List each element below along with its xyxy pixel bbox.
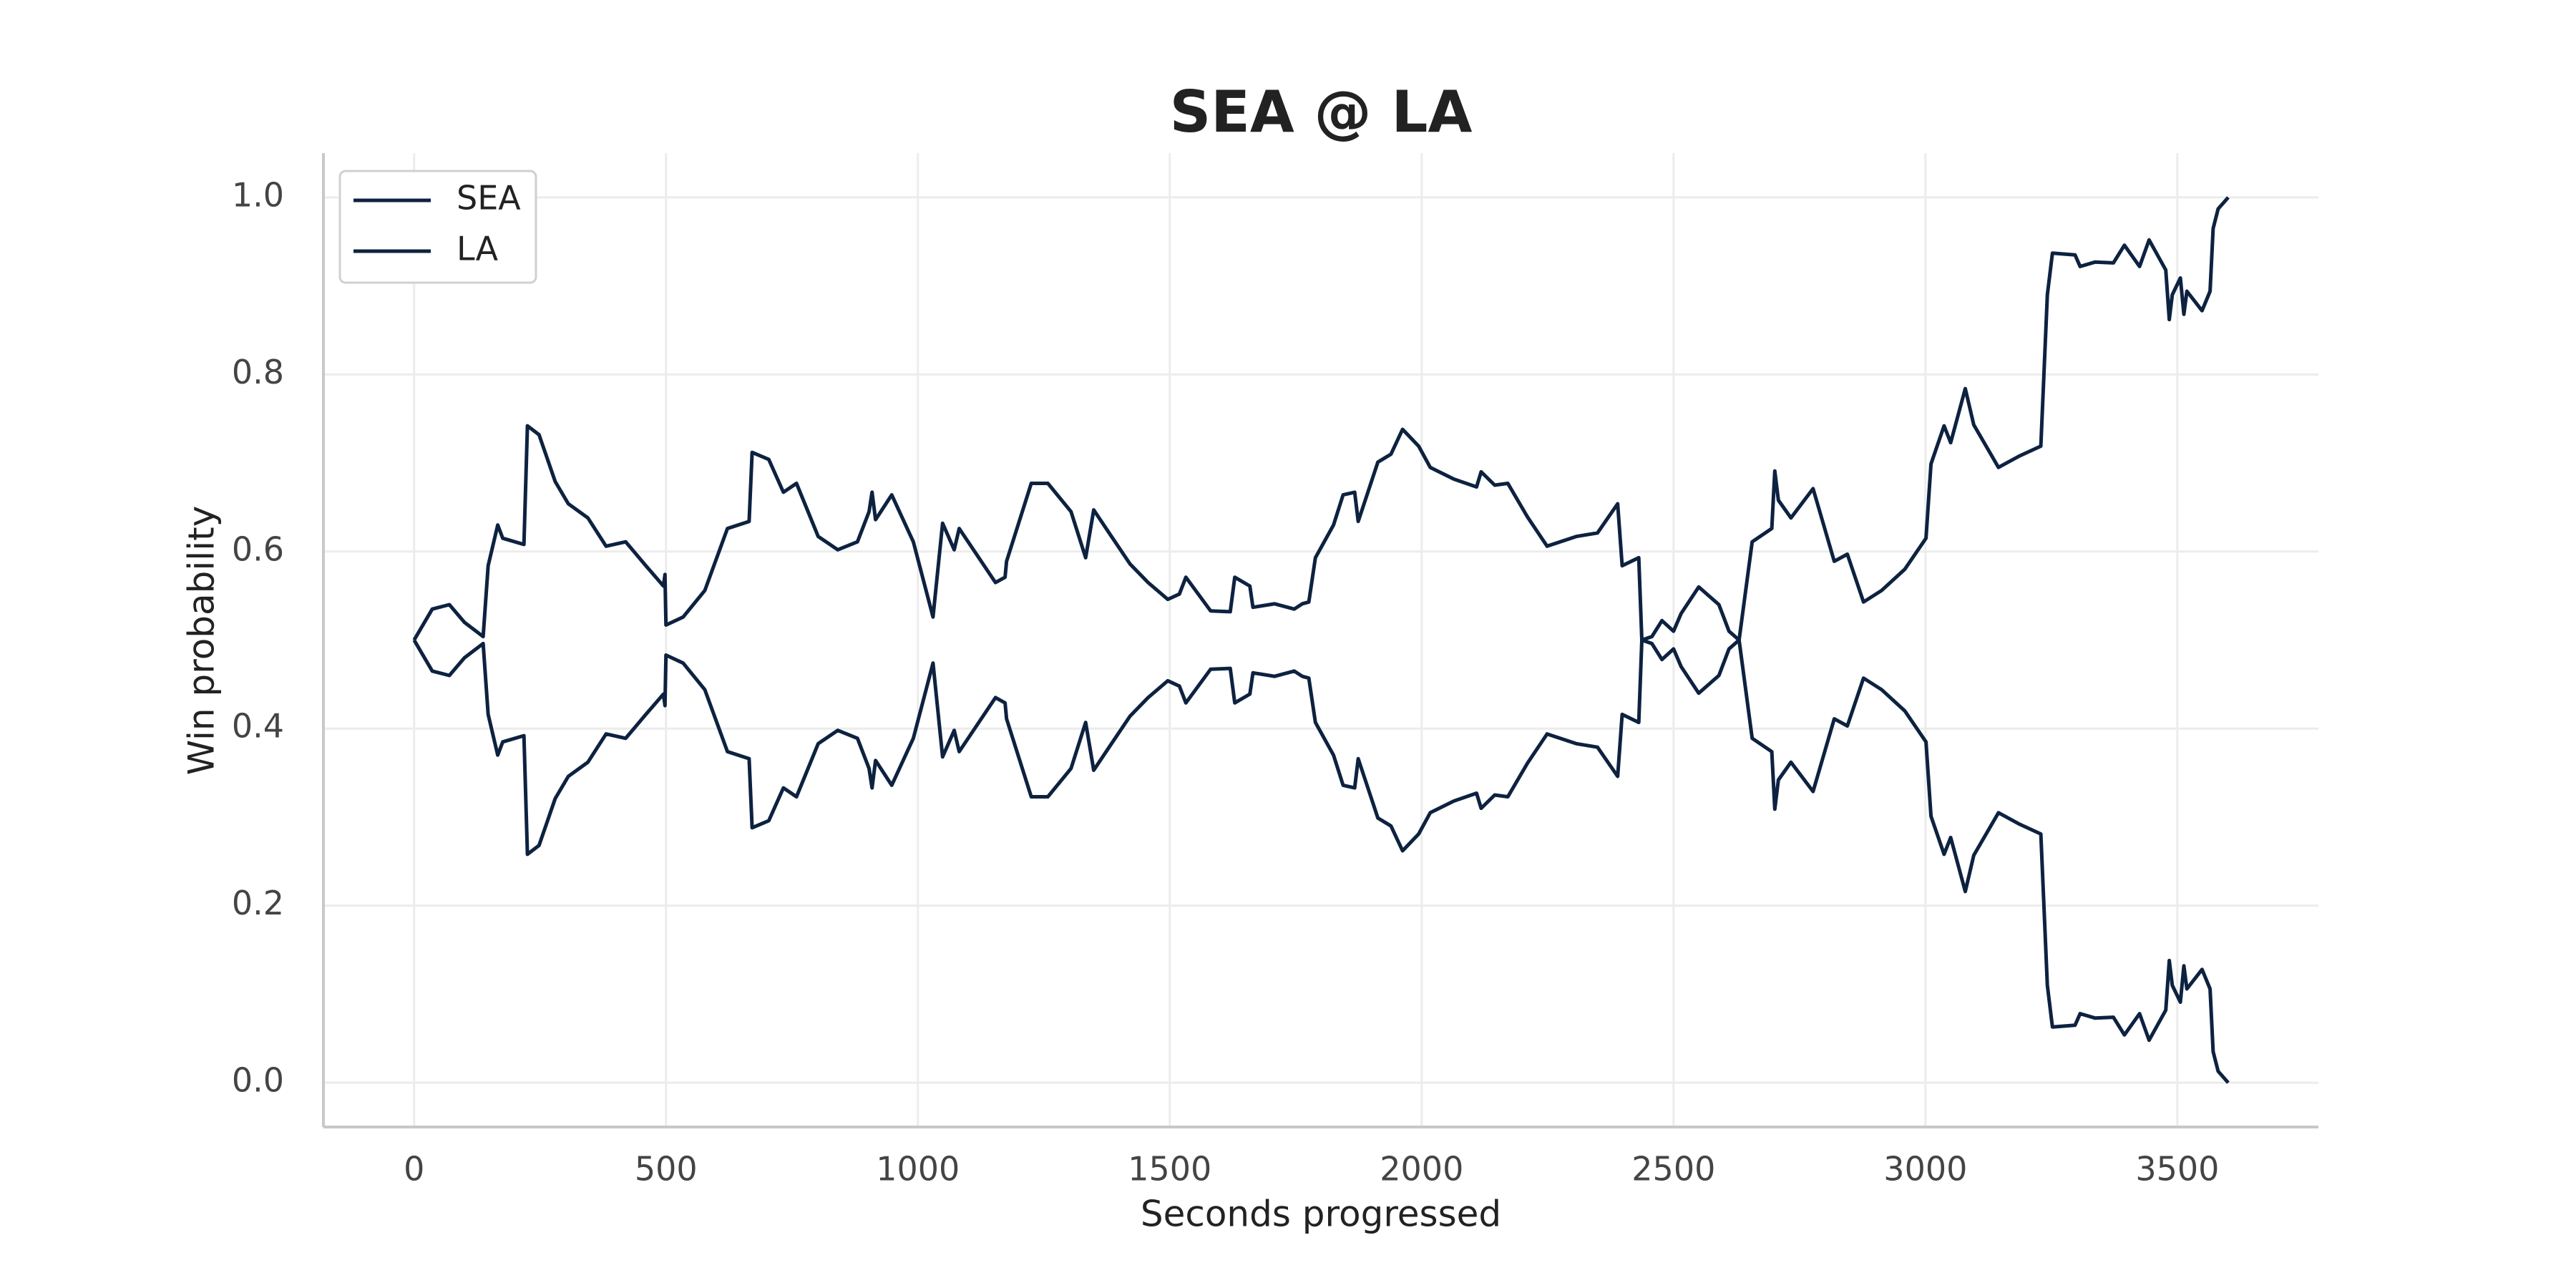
- chart-title: SEA @ LA: [1170, 79, 1473, 145]
- x-tick-label: 2500: [1631, 1150, 1715, 1189]
- x-tick-label: 1000: [876, 1150, 960, 1189]
- x-tick-label: 500: [635, 1150, 698, 1189]
- legend-label: SEA: [457, 179, 521, 218]
- x-tick-label: 3000: [1883, 1150, 1967, 1189]
- x-tick-label: 0: [404, 1150, 424, 1189]
- y-tick-label: 0.2: [232, 884, 284, 922]
- y-tick-label: 1.0: [232, 175, 284, 214]
- y-axis-label: Win probability: [181, 506, 223, 776]
- x-axis-label: Seconds progressed: [1141, 1194, 1501, 1235]
- legend-label: LA: [457, 230, 499, 268]
- y-tick-label: 0.0: [232, 1061, 284, 1100]
- y-tick-label: 0.8: [232, 353, 284, 391]
- y-tick-label: 0.6: [232, 530, 284, 568]
- y-tick-label: 0.4: [232, 707, 284, 746]
- x-tick-label: 3500: [2135, 1150, 2219, 1189]
- x-tick-label: 2000: [1380, 1150, 1463, 1189]
- x-tick-label: 1500: [1128, 1150, 1211, 1189]
- series-line: [412, 585, 2230, 1084]
- series-line: [412, 196, 2230, 696]
